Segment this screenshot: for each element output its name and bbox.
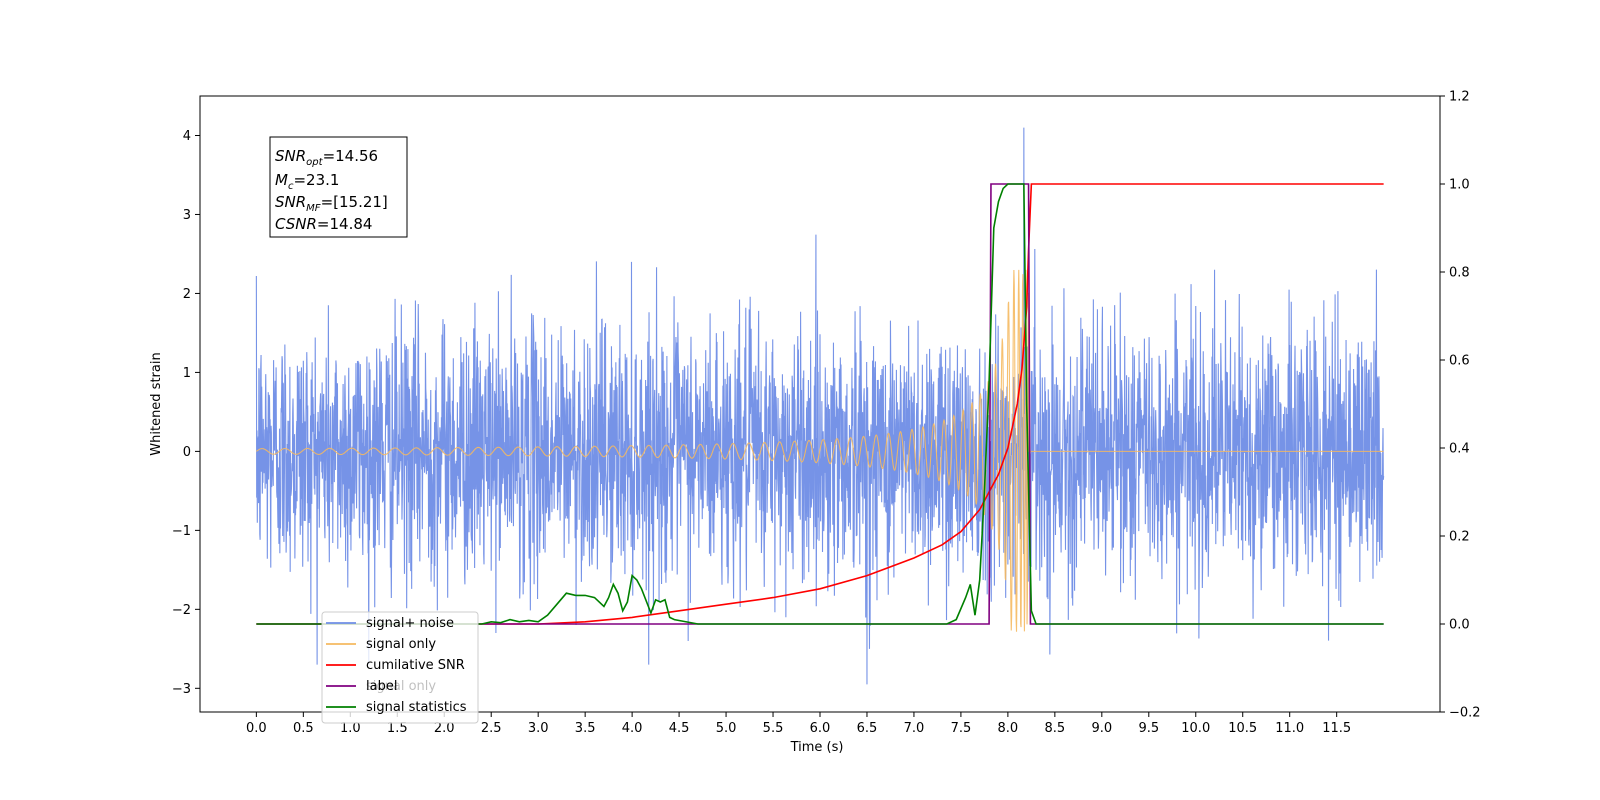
legend-label: label <box>366 679 397 694</box>
annotation-snr-mf: SNRMF=[15.21] <box>275 193 388 214</box>
y2-tick-label: 0.2 <box>1449 530 1470 545</box>
x-tick-label: 2.5 <box>481 721 502 736</box>
legend-label: signal statistics <box>366 700 467 715</box>
x-tick-label: 6.0 <box>810 721 831 736</box>
x-tick-label: 0.5 <box>293 721 314 736</box>
annotation-csnr: CSNR=14.84 <box>275 215 372 233</box>
x-tick-label: 9.0 <box>1091 721 1112 736</box>
legend-hidden-entry: signal only <box>366 679 436 694</box>
x-tick-label: 3.0 <box>528 721 549 736</box>
x-tick-label: 8.5 <box>1045 721 1066 736</box>
y2-tick-label: −0.2 <box>1449 706 1481 721</box>
y2-tick-label: 0.6 <box>1449 354 1470 369</box>
signal-only-line <box>256 269 1384 632</box>
x-tick-label: 9.5 <box>1138 721 1159 736</box>
y-tick-label: −2 <box>172 603 191 618</box>
x-tick-label: 1.0 <box>340 721 361 736</box>
x-tick-label: 11.5 <box>1322 721 1351 736</box>
signal-statistics-line <box>256 183 1384 625</box>
y2-tick-label: 0.8 <box>1449 266 1470 281</box>
x-tick-label: 2.0 <box>434 721 455 736</box>
x-tick-label: 3.5 <box>575 721 596 736</box>
legend: signal only signal+ noise signal only cumi… <box>321 611 479 724</box>
annotation-box: SNRopt=14.56 Mc=23.1 SNRMF=[15.21] CSNR=… <box>269 136 408 238</box>
x-axis: 0.0 0.5 1.0 1.5 2.0 2.5 3.0 3.5 4.0 4.5 5.0 5.5 6.0 6… <box>246 712 1351 736</box>
x-tick-label: 0.0 <box>246 721 267 736</box>
y-tick-label: 3 <box>183 208 191 223</box>
y-axis-label: Whitened strain <box>149 352 164 455</box>
annotation-mc: Mc=23.1 <box>275 171 339 192</box>
y-tick-label: −1 <box>172 524 191 539</box>
x-tick-label: 5.5 <box>763 721 784 736</box>
x-tick-label: 6.5 <box>857 721 878 736</box>
cumilative-snr-line <box>256 183 1384 625</box>
y-tick-label: 2 <box>183 287 191 302</box>
x-tick-label: 1.5 <box>387 721 408 736</box>
y-axis-left: −3 −2 −1 0 1 2 3 4 <box>172 129 200 697</box>
y-tick-label: 1 <box>183 366 191 381</box>
y2-tick-label: 0.4 <box>1449 442 1470 457</box>
y-axis-right: −0.2 0.0 0.2 0.4 0.6 0.8 1.0 1.2 <box>1440 90 1481 721</box>
legend-label: cumilative SNR <box>366 658 465 673</box>
x-tick-label: 4.5 <box>669 721 690 736</box>
legend-label: signal only <box>366 637 436 652</box>
x-tick-label: 7.5 <box>951 721 972 736</box>
y-tick-label: 0 <box>183 445 191 460</box>
x-tick-label: 10.5 <box>1228 721 1257 736</box>
x-tick-label: 8.0 <box>998 721 1019 736</box>
x-tick-label: 10.0 <box>1181 721 1210 736</box>
annotation-snr-opt: SNRopt=14.56 <box>275 147 378 168</box>
y2-tick-label: 1.0 <box>1449 178 1470 193</box>
legend-label: signal+ noise <box>366 616 454 631</box>
y-tick-label: 4 <box>183 129 191 144</box>
x-axis-label: Time (s) <box>790 740 844 755</box>
x-tick-label: 5.0 <box>716 721 737 736</box>
y-tick-label: −3 <box>172 682 191 697</box>
y2-tick-label: 1.2 <box>1449 90 1470 105</box>
x-tick-label: 11.0 <box>1275 721 1304 736</box>
x-tick-label: 4.0 <box>622 721 643 736</box>
signal-noise-line <box>255 127 1385 685</box>
y2-tick-label: 0.0 <box>1449 618 1470 633</box>
x-tick-label: 7.0 <box>904 721 925 736</box>
plot-area <box>255 127 1385 685</box>
